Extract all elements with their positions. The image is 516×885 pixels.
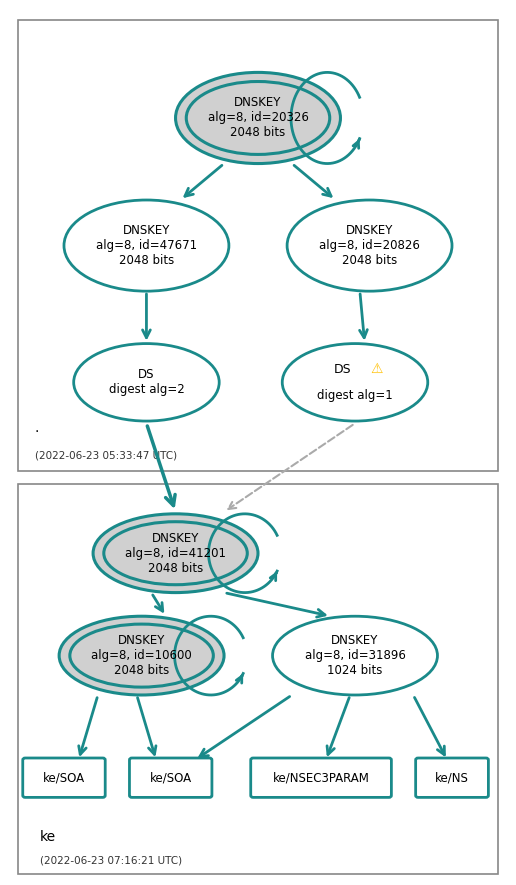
Text: ⚠: ⚠: [370, 362, 383, 375]
FancyBboxPatch shape: [416, 758, 488, 797]
Text: digest alg=1: digest alg=1: [317, 389, 393, 403]
Ellipse shape: [74, 343, 219, 421]
Text: ke/NS: ke/NS: [435, 771, 469, 784]
Ellipse shape: [175, 73, 341, 164]
Text: DNSKEY
alg=8, id=31896
1024 bits: DNSKEY alg=8, id=31896 1024 bits: [304, 635, 406, 677]
Ellipse shape: [282, 343, 428, 421]
Text: ke/SOA: ke/SOA: [150, 771, 192, 784]
Text: ke/NSEC3PARAM: ke/NSEC3PARAM: [272, 771, 369, 784]
Text: DNSKEY
alg=8, id=20326
2048 bits: DNSKEY alg=8, id=20326 2048 bits: [207, 96, 309, 140]
FancyBboxPatch shape: [130, 758, 212, 797]
Ellipse shape: [59, 616, 224, 695]
Text: .: .: [35, 421, 39, 435]
Text: DNSKEY
alg=8, id=10600
2048 bits: DNSKEY alg=8, id=10600 2048 bits: [91, 635, 192, 677]
Text: (2022-06-23 05:33:47 UTC): (2022-06-23 05:33:47 UTC): [35, 450, 177, 460]
Ellipse shape: [93, 514, 258, 593]
Text: DNSKEY
alg=8, id=47671
2048 bits: DNSKEY alg=8, id=47671 2048 bits: [96, 224, 197, 267]
Ellipse shape: [64, 200, 229, 291]
Text: DS
digest alg=2: DS digest alg=2: [108, 368, 184, 396]
Ellipse shape: [272, 616, 438, 695]
Text: DNSKEY
alg=8, id=20826
2048 bits: DNSKEY alg=8, id=20826 2048 bits: [319, 224, 420, 267]
Ellipse shape: [287, 200, 452, 291]
Text: ke/SOA: ke/SOA: [43, 771, 85, 784]
Text: ke: ke: [40, 830, 56, 843]
FancyBboxPatch shape: [23, 758, 105, 797]
Text: (2022-06-23 07:16:21 UTC): (2022-06-23 07:16:21 UTC): [40, 856, 182, 866]
Text: DNSKEY
alg=8, id=41201
2048 bits: DNSKEY alg=8, id=41201 2048 bits: [125, 532, 226, 574]
FancyBboxPatch shape: [18, 20, 498, 471]
Text: DS: DS: [334, 363, 352, 376]
FancyBboxPatch shape: [251, 758, 392, 797]
FancyBboxPatch shape: [18, 484, 498, 874]
